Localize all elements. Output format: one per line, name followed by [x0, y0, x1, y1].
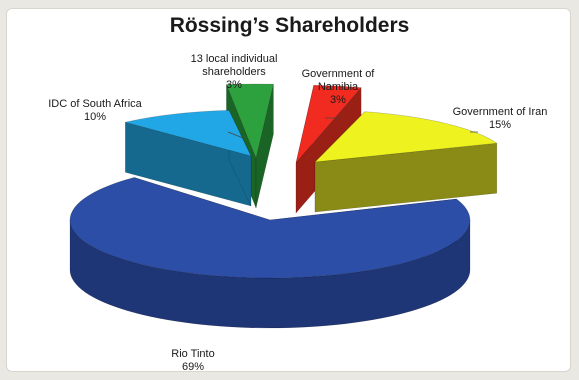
slice-label-text: IDC of South Africa 10%	[48, 98, 142, 123]
slice-label-text: Government of Iran 15%	[453, 106, 548, 131]
pie-slice-3	[125, 110, 252, 207]
chart-title: Rössing’s Shareholders	[169, 14, 410, 37]
pie-slice-2	[69, 177, 471, 329]
slice-label-3: IDC of South Africa 10%	[48, 98, 142, 123]
slice-label-text: Government of Namibia 3%	[302, 68, 376, 106]
slice-label-0: Government of Namibia 3%	[302, 68, 376, 106]
slice-label-text: Rio Tinto 69%	[171, 348, 214, 373]
leader-line-local	[227, 131, 244, 139]
slice-label-text: 13 local individual shareholders 3%	[191, 53, 278, 91]
slice-label-4: 13 local individual shareholders 3%	[191, 53, 278, 91]
pie-slice-1	[314, 111, 498, 213]
slice-label-1: Government of Iran 15%	[453, 106, 548, 131]
slice-label-2: Rio Tinto 69%	[171, 348, 214, 373]
